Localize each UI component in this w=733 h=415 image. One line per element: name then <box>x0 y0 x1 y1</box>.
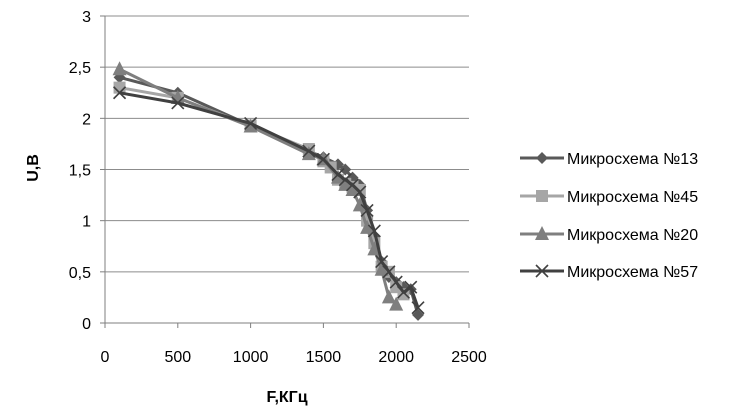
data-point-marker <box>360 203 374 217</box>
x-tick-label: 0 <box>101 349 110 366</box>
legend-label: Микросхема №13 <box>567 151 698 168</box>
series-lines <box>112 61 425 321</box>
x-tick-label: 1500 <box>306 349 342 366</box>
data-point-marker <box>338 176 353 191</box>
data-point-marker <box>382 265 396 279</box>
y-tick-label: 0 <box>82 316 91 333</box>
legend-swatch-marker <box>535 226 549 240</box>
data-point-marker <box>375 255 389 269</box>
series-line <box>119 75 420 316</box>
y-tick-label: 1,5 <box>69 163 91 180</box>
legend-item: Микросхема №45 <box>520 189 698 206</box>
legend-swatch-marker <box>536 152 548 164</box>
data-point-marker <box>171 96 185 110</box>
data-point-marker <box>374 261 389 276</box>
y-tick-label: 2,5 <box>69 60 91 77</box>
data-point-marker <box>331 168 345 182</box>
legend-swatch-marker <box>535 264 549 278</box>
data-point-marker <box>381 289 396 304</box>
x-tick-labels: 0 500 1000 1500 2000 2500 <box>101 323 487 366</box>
legend: Микросхема №13 Микросхема №45 Микросхема №… <box>520 151 698 281</box>
data-point-marker <box>404 280 418 294</box>
y-tick-label: 1 <box>82 214 91 231</box>
series-2 <box>113 81 410 301</box>
data-point-marker <box>389 275 403 289</box>
series-4 <box>112 86 425 315</box>
legend-label: Микросхема №57 <box>567 264 698 281</box>
data-point-marker <box>360 219 375 234</box>
series-line <box>119 91 420 309</box>
legend-item: Микросхема №57 <box>520 264 698 281</box>
y-axis-title: U,В <box>25 154 42 182</box>
gridlines <box>105 15 469 273</box>
x-tick-label: 500 <box>164 349 191 366</box>
data-point-marker <box>244 116 258 131</box>
x-tick-label: 2500 <box>451 349 487 366</box>
data-point-marker <box>301 146 316 161</box>
y-tick-label: 0,5 <box>69 265 91 282</box>
data-point-marker <box>367 224 381 238</box>
data-point-marker <box>339 163 352 176</box>
data-point-marker <box>338 173 352 187</box>
y-tick-label: 2 <box>82 111 91 128</box>
data-point-marker <box>330 169 345 184</box>
legend-swatch-marker <box>536 190 548 202</box>
data-point-marker <box>353 185 367 199</box>
data-point-marker <box>345 181 360 196</box>
series-1 <box>113 71 425 321</box>
data-point-marker <box>396 285 411 299</box>
data-point-marker <box>352 197 367 212</box>
x-tick-label: 1000 <box>233 349 269 366</box>
x-axis-title: F,КГц <box>266 389 307 406</box>
data-point-marker <box>412 308 425 321</box>
data-point-marker <box>302 144 316 158</box>
data-point-marker <box>411 301 425 315</box>
y-tick-label: 3 <box>82 9 91 26</box>
data-point-marker <box>389 296 404 311</box>
data-point-marker <box>316 152 330 166</box>
legend-item: Микросхема №20 <box>520 226 698 244</box>
x-tick-label: 2000 <box>378 349 414 366</box>
legend-label: Микросхема №20 <box>567 227 698 244</box>
legend-item: Микросхема №13 <box>520 151 698 168</box>
data-point-marker <box>112 61 127 76</box>
y-tick-labels: 0 0,5 1 1,5 2 2,5 3 <box>69 9 105 333</box>
data-point-marker <box>112 86 127 100</box>
data-point-marker <box>243 118 258 133</box>
legend-label: Микросхема №45 <box>567 189 698 206</box>
